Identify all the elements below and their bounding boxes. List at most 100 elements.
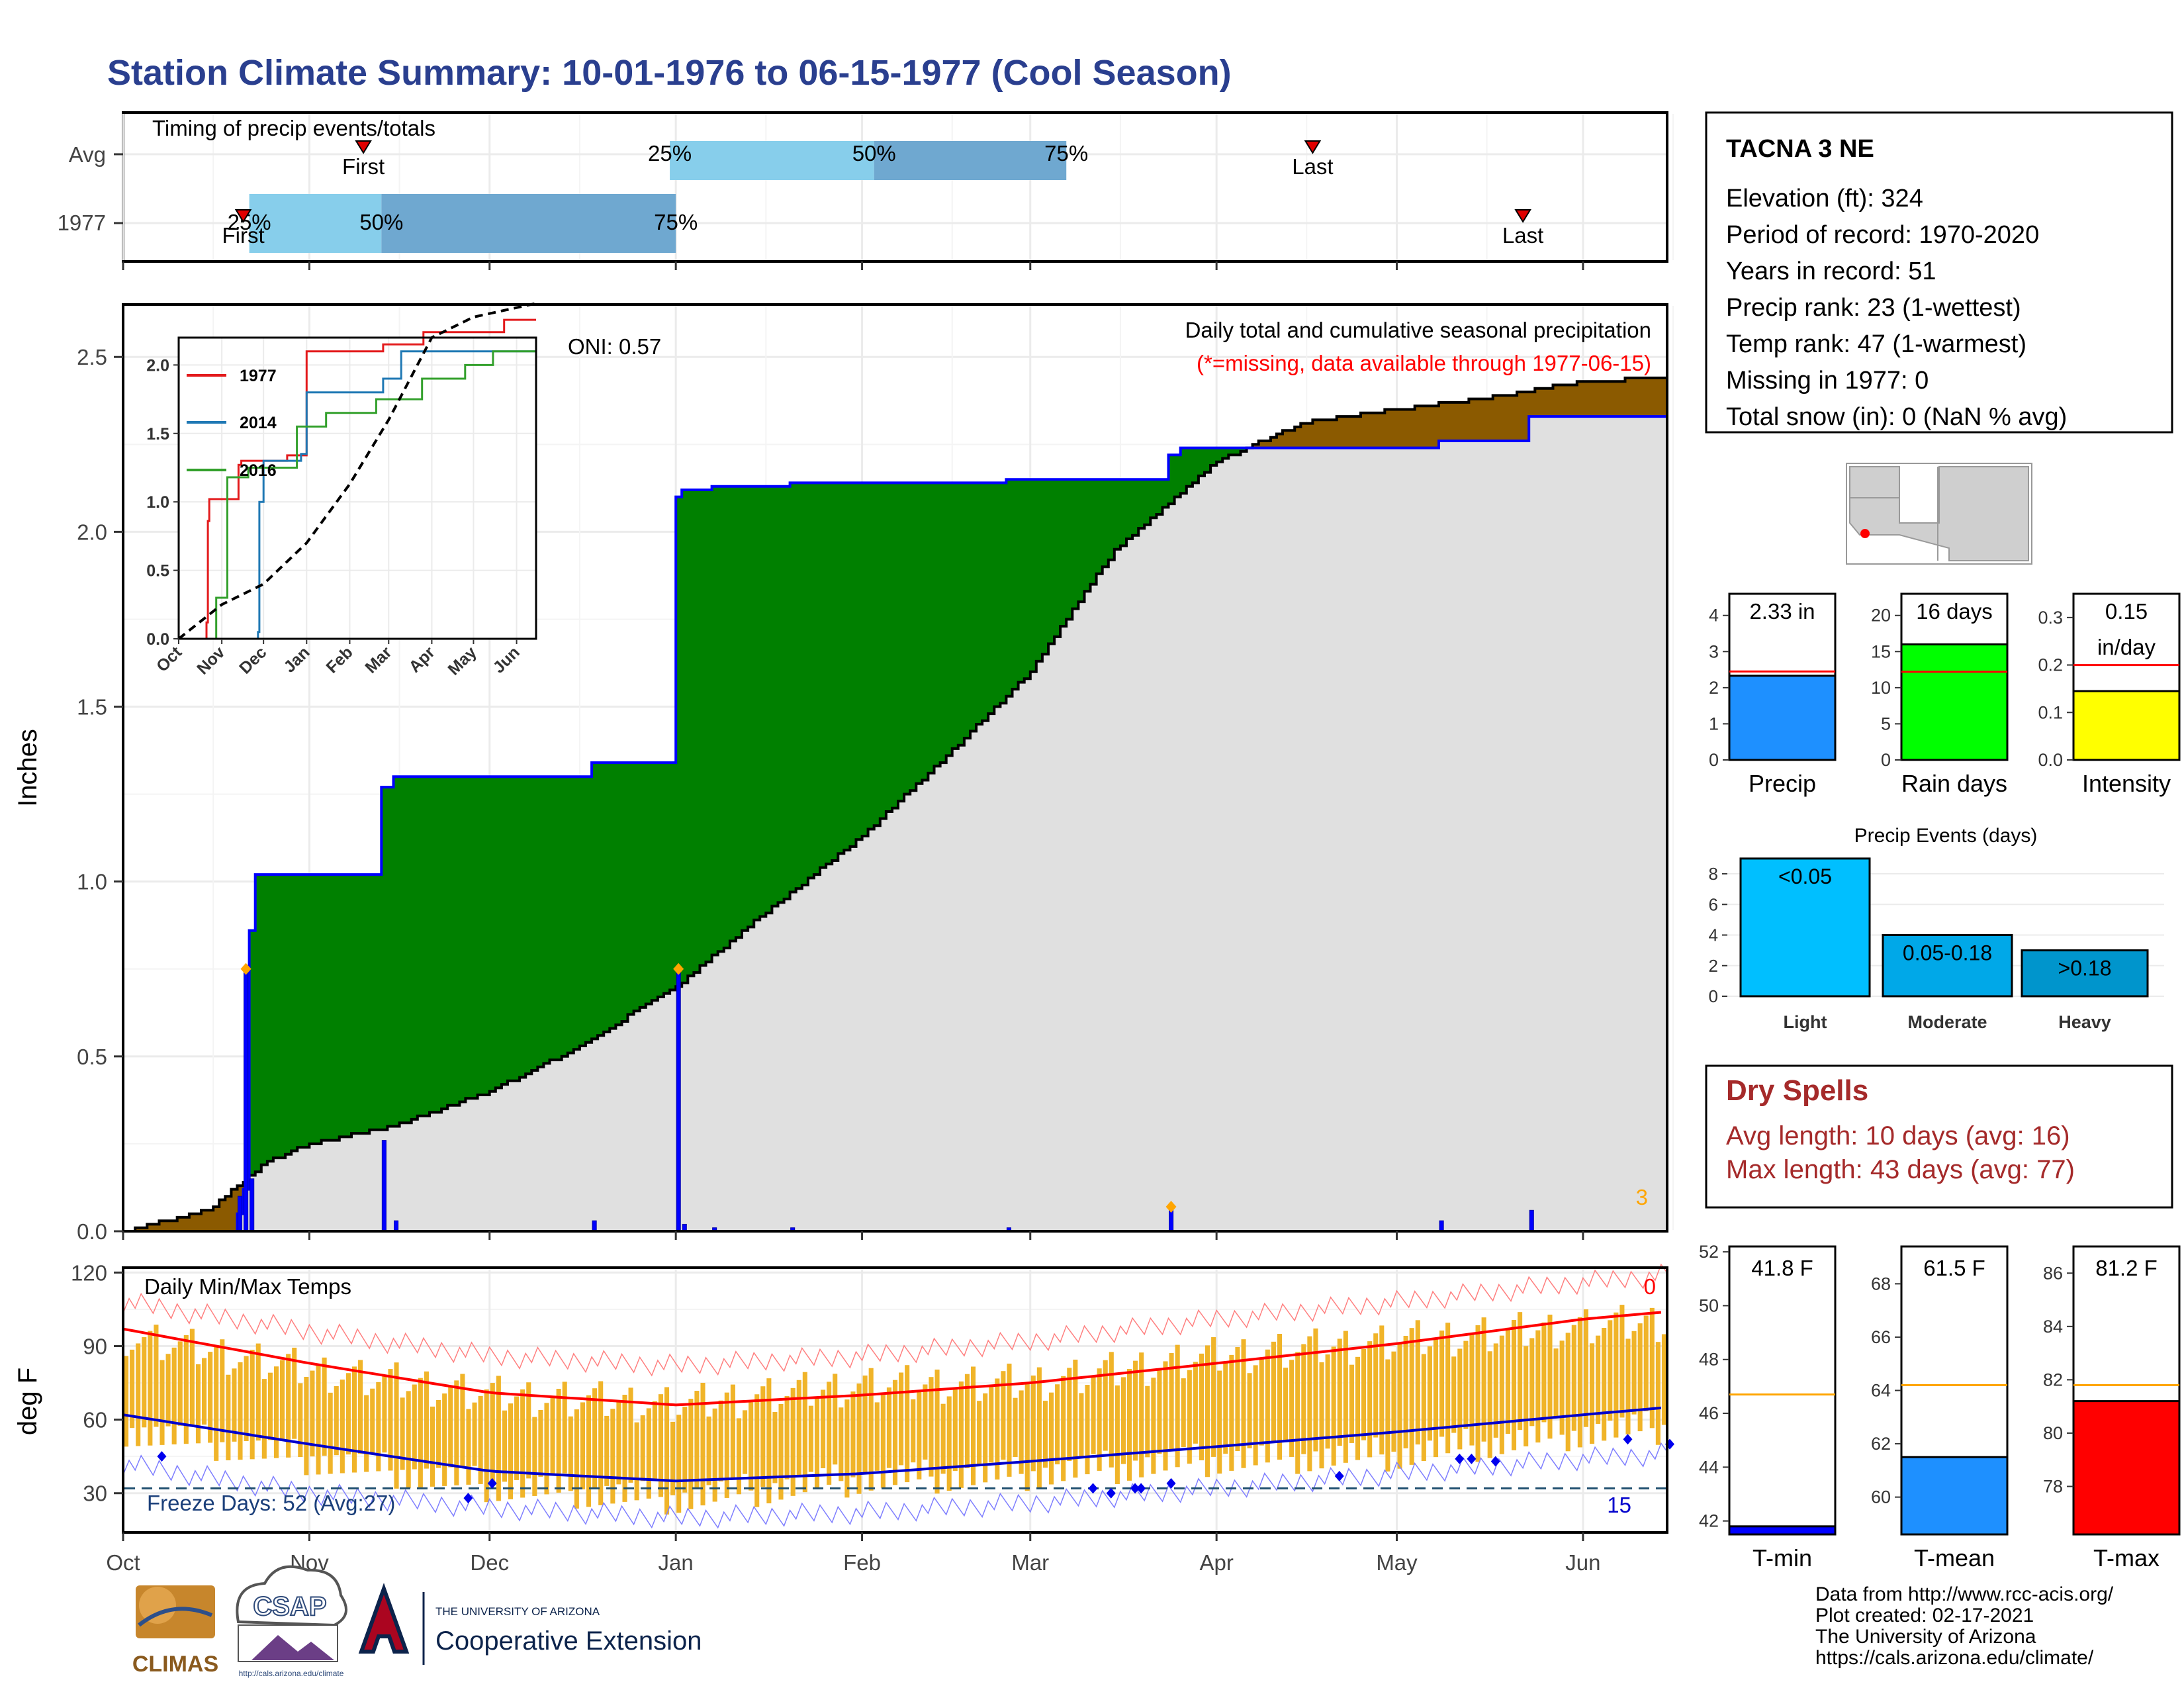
daily-temp-range-bar xyxy=(1337,1338,1342,1446)
daily-temp-range-bar xyxy=(634,1422,639,1501)
daily-temp-range-bar xyxy=(208,1352,213,1443)
daily-temp-range-bar xyxy=(1475,1325,1480,1462)
daily-temp-range-bar xyxy=(1355,1356,1361,1460)
x-axis-month-label: Jan xyxy=(659,1550,694,1575)
daily-temp-range-bar xyxy=(202,1358,207,1425)
station-info-line: Missing in 1977: 0 xyxy=(1726,367,1929,395)
daily-temp-range-bar xyxy=(1421,1354,1426,1461)
daily-temp-range-bar xyxy=(1157,1369,1162,1454)
daily-temp-range-bar xyxy=(1655,1342,1661,1445)
events-y-tick-label: 6 xyxy=(1709,894,1718,914)
events-bar-category-label: Moderate xyxy=(1907,1012,1987,1032)
timing-quartile-bar-50-75 xyxy=(381,194,676,253)
daily-temp-range-bar xyxy=(1625,1338,1631,1434)
inset-legend-label: 2016 xyxy=(240,461,277,480)
daily-temp-range-bar xyxy=(195,1364,201,1444)
first-event-marker xyxy=(355,140,372,154)
daily-temp-range-bar xyxy=(808,1405,813,1472)
main-y-tick-label: 2.5 xyxy=(77,345,107,369)
daily-temp-range-bar xyxy=(1583,1309,1588,1427)
daily-temp-range-bar xyxy=(850,1391,856,1477)
daily-temp-range-bar xyxy=(1091,1376,1096,1454)
daily-precip-bar xyxy=(394,1220,399,1232)
precip-events-chart: Precip Events (days) 0 2 4 6 8 <0.05 Light 0.05… xyxy=(1706,825,2172,1032)
record-low-marker xyxy=(1467,1453,1477,1464)
temp-summary-value-bar xyxy=(1728,1525,1837,1536)
daily-temp-range-bar xyxy=(1349,1364,1354,1443)
daily-temp-range-bar xyxy=(1505,1327,1510,1434)
daily-temp-range-bar xyxy=(130,1349,135,1429)
temp-summary-y-tick-label: 64 xyxy=(1871,1381,1891,1401)
timing-q75-label: 75% xyxy=(1044,141,1088,165)
daily-temp-range-bar xyxy=(658,1394,664,1497)
daily-temp-range-bar xyxy=(676,1415,682,1513)
record-low-marker xyxy=(463,1493,473,1504)
daily-temp-range-bar xyxy=(472,1402,477,1466)
timing-quartile-bar-50-75 xyxy=(874,141,1067,180)
daily-temp-range-bar xyxy=(478,1395,483,1484)
temp-summary-y-tick-label: 84 xyxy=(2043,1317,2063,1336)
summary-bar-intensity: 0.15 in/day Intensity 0.0 0.1 0.2 0.3 xyxy=(2038,592,2181,797)
daily-temp-range-bar xyxy=(1036,1367,1042,1488)
daily-temp-range-bar xyxy=(580,1402,585,1489)
daily-temp-range-bar xyxy=(833,1374,838,1465)
daily-temp-range-bar xyxy=(351,1366,357,1473)
daily-temp-range-bar xyxy=(730,1384,735,1478)
daily-temp-range-bar xyxy=(454,1380,459,1485)
dry-spells-max: Max length: 43 days (avg: 77) xyxy=(1726,1155,2075,1184)
daily-temp-range-bar xyxy=(749,1402,754,1491)
daily-temp-range-bar xyxy=(1007,1363,1012,1477)
events-bar xyxy=(1739,857,1871,998)
daily-temp-range-bar xyxy=(874,1402,880,1471)
daily-temp-range-bar xyxy=(1518,1312,1523,1430)
daily-temp-range-bar xyxy=(1619,1305,1625,1418)
daily-temp-range-bar xyxy=(550,1395,555,1476)
freeze-days-label: Freeze Days: 52 (Avg:27) xyxy=(147,1491,395,1515)
main-count-label: 3 xyxy=(1636,1185,1648,1209)
daily-temp-range-bar xyxy=(1151,1378,1156,1474)
daily-temp-range-bar xyxy=(1097,1368,1102,1471)
timing-row-label-1977: 1977 xyxy=(58,211,106,235)
record-low-marker xyxy=(1455,1453,1465,1464)
daily-temp-range-bar xyxy=(376,1382,381,1472)
record-low-marker xyxy=(1490,1456,1500,1467)
daily-temp-range-bar xyxy=(652,1401,657,1479)
daily-temp-range-bar xyxy=(1553,1348,1559,1419)
daily-temp-range-bar xyxy=(1126,1369,1132,1481)
timing-q25-label: 25% xyxy=(648,141,692,165)
record-low-marker xyxy=(1136,1483,1146,1494)
daily-temp-range-bar xyxy=(1271,1341,1276,1443)
summary-bar-precip: 2.33 in Precip 0 1 2 3 4 xyxy=(1709,592,1837,797)
daily-temp-range-bar xyxy=(1223,1362,1228,1454)
daily-temp-range-bar xyxy=(911,1399,916,1463)
temp-summary-frame xyxy=(1728,1245,1837,1536)
summary-bar-value-label: 2.33 in xyxy=(1749,599,1815,624)
footer-line-1: Data from http://www.rcc-acis.org/ xyxy=(1815,1583,2114,1605)
daily-temp-range-bar xyxy=(1133,1360,1138,1461)
daily-temp-range-bar xyxy=(382,1375,387,1453)
daily-precip-bar xyxy=(1439,1220,1444,1232)
temp-summary-y-tick-label: 52 xyxy=(1699,1242,1719,1262)
daily-temp-range-bar xyxy=(177,1341,183,1426)
summary-bar-y-tick-label: 20 xyxy=(1871,606,1891,626)
daily-temp-range-bar xyxy=(772,1412,778,1483)
temp-summary-y-tick-label: 80 xyxy=(2043,1423,2063,1443)
daily-temp-range-bar xyxy=(1109,1352,1114,1468)
daily-temp-range-bar xyxy=(496,1376,501,1501)
daily-temp-range-bar xyxy=(430,1406,435,1487)
temp-summary-value-label: 61.5 F xyxy=(1923,1256,1985,1280)
daily-temp-range-bar xyxy=(1187,1370,1192,1464)
daily-temp-range-bar xyxy=(388,1369,393,1471)
daily-temp-range-bar xyxy=(1067,1368,1072,1461)
inset-average-line xyxy=(177,302,537,640)
daily-temp-range-bar xyxy=(886,1387,891,1468)
daily-temp-range-bar xyxy=(1643,1315,1649,1411)
temp-summary-y-tick-label: 82 xyxy=(2043,1370,2063,1389)
daily-temp-range-bar xyxy=(778,1403,784,1500)
daily-temp-range-bar xyxy=(821,1389,826,1468)
daily-temp-range-bar xyxy=(1048,1392,1054,1485)
temp-summary-y-tick-label: 50 xyxy=(1699,1295,1719,1315)
daily-temp-range-bar xyxy=(1451,1356,1457,1433)
daily-temp-range-bar xyxy=(232,1368,237,1442)
inset-series-2016-line xyxy=(179,344,537,640)
